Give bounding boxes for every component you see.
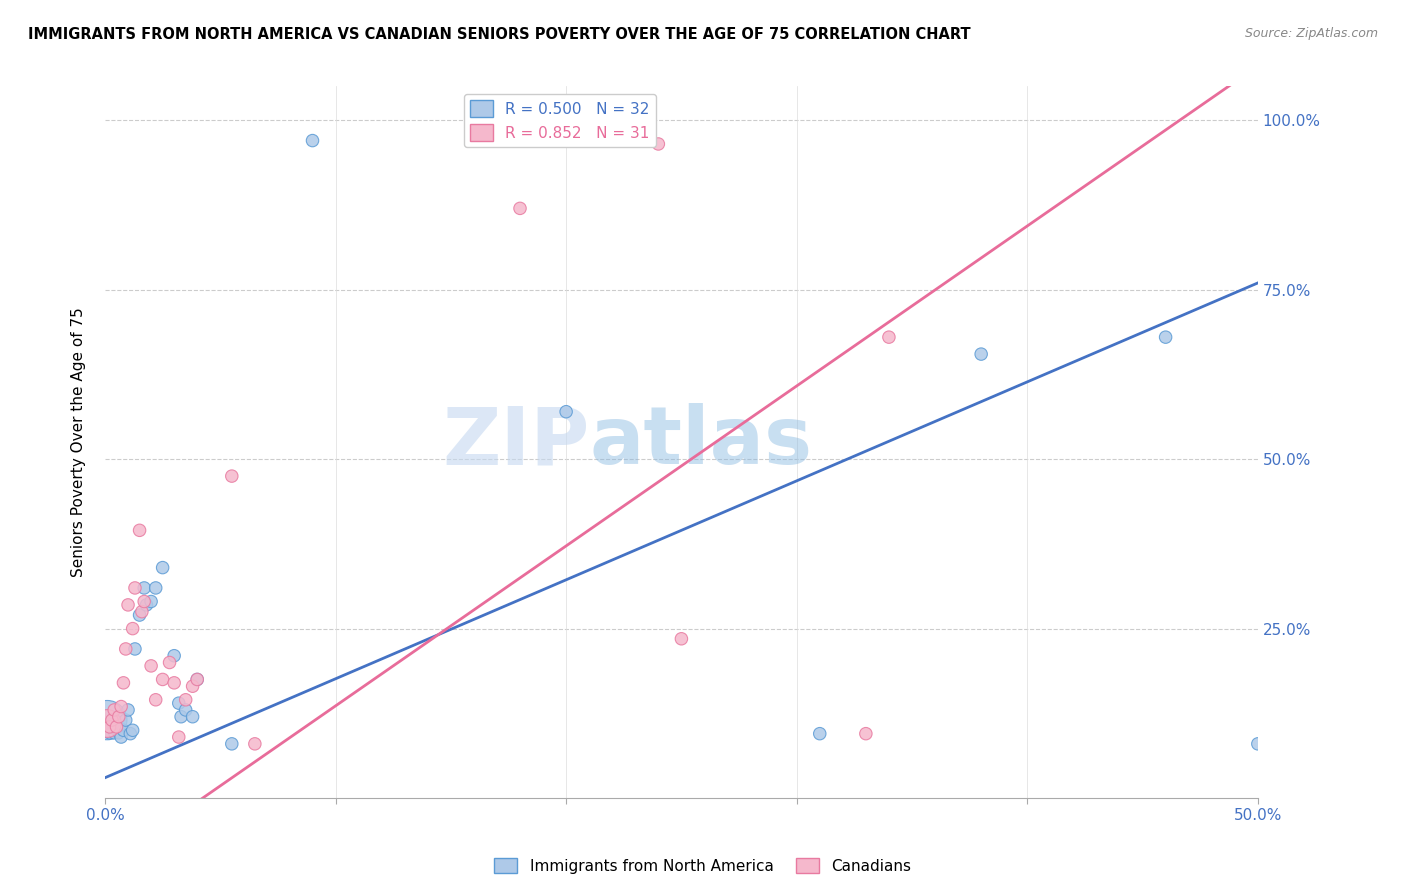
- Point: [167, 730, 190, 744]
- Point: [163, 676, 186, 690]
- Point: [186, 673, 208, 687]
- Point: [243, 737, 266, 751]
- Point: [152, 560, 174, 574]
- Point: [96, 713, 118, 727]
- Point: [112, 723, 135, 738]
- Point: [163, 648, 186, 663]
- Text: atlas: atlas: [589, 403, 813, 481]
- Point: [124, 581, 146, 595]
- Point: [855, 727, 877, 741]
- Point: [131, 605, 153, 619]
- Point: [181, 679, 204, 693]
- Legend: R = 0.500   N = 32, R = 0.852   N = 31: R = 0.500 N = 32, R = 0.852 N = 31: [464, 94, 657, 147]
- Point: [877, 330, 900, 344]
- Point: [98, 720, 121, 734]
- Point: [114, 642, 136, 657]
- Point: [170, 710, 193, 724]
- Point: [671, 632, 693, 646]
- Point: [135, 598, 157, 612]
- Point: [117, 703, 139, 717]
- Point: [120, 727, 142, 741]
- Point: [103, 727, 125, 741]
- Point: [134, 594, 156, 608]
- Point: [105, 720, 128, 734]
- Point: [221, 737, 243, 751]
- Point: [110, 699, 132, 714]
- Point: [139, 594, 162, 608]
- Point: [112, 676, 135, 690]
- Point: [121, 622, 143, 636]
- Point: [301, 134, 323, 148]
- Point: [124, 642, 146, 657]
- Point: [101, 713, 124, 727]
- Point: [174, 693, 197, 707]
- Point: [1247, 737, 1270, 751]
- Text: ZIP: ZIP: [441, 403, 589, 481]
- Point: [139, 659, 162, 673]
- Point: [128, 524, 150, 538]
- Point: [1154, 330, 1177, 344]
- Point: [186, 673, 208, 687]
- Point: [174, 703, 197, 717]
- Point: [647, 136, 669, 151]
- Point: [134, 581, 156, 595]
- Legend: Immigrants from North America, Canadians: Immigrants from North America, Canadians: [488, 852, 918, 880]
- Point: [98, 727, 121, 741]
- Point: [110, 730, 132, 744]
- Point: [509, 202, 531, 216]
- Point: [128, 608, 150, 623]
- Point: [96, 716, 118, 731]
- Point: [145, 693, 167, 707]
- Point: [121, 723, 143, 738]
- Point: [108, 710, 131, 724]
- Point: [114, 713, 136, 727]
- Text: Source: ZipAtlas.com: Source: ZipAtlas.com: [1244, 27, 1378, 40]
- Point: [970, 347, 993, 361]
- Point: [181, 710, 204, 724]
- Point: [555, 405, 578, 419]
- Point: [145, 581, 167, 595]
- Point: [221, 469, 243, 483]
- Point: [103, 703, 125, 717]
- Point: [808, 727, 831, 741]
- Point: [159, 656, 181, 670]
- Point: [108, 727, 131, 741]
- Point: [152, 673, 174, 687]
- Point: [101, 716, 124, 731]
- Point: [167, 696, 190, 710]
- Text: IMMIGRANTS FROM NORTH AMERICA VS CANADIAN SENIORS POVERTY OVER THE AGE OF 75 COR: IMMIGRANTS FROM NORTH AMERICA VS CANADIA…: [28, 27, 970, 42]
- Point: [105, 723, 128, 738]
- Y-axis label: Seniors Poverty Over the Age of 75: Seniors Poverty Over the Age of 75: [72, 308, 86, 577]
- Point: [117, 598, 139, 612]
